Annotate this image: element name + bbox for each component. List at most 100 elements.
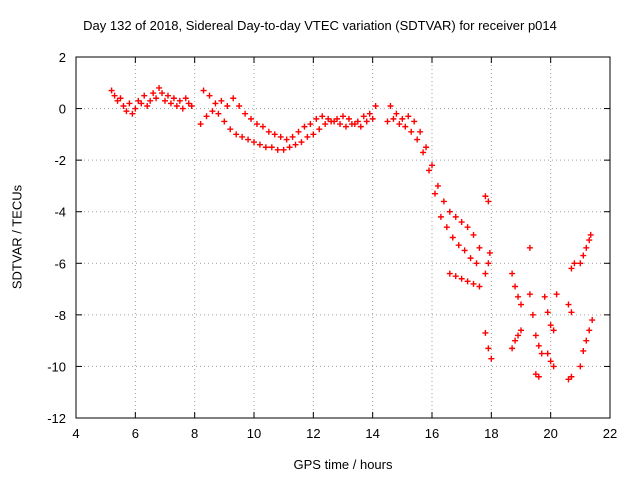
data-point [526, 291, 533, 298]
data-point [553, 291, 560, 298]
data-point [259, 123, 266, 130]
plot-area [75, 56, 611, 419]
data-point [328, 118, 335, 125]
data-point [541, 293, 548, 300]
data-point [583, 337, 590, 344]
data-point [153, 95, 160, 102]
data-point [509, 270, 516, 277]
data-point [200, 87, 207, 94]
data-point [342, 123, 349, 130]
data-point [535, 342, 542, 349]
data-markers [108, 84, 596, 383]
data-point [224, 102, 231, 109]
data-point [476, 283, 483, 290]
data-point [568, 373, 575, 380]
data-point [473, 260, 480, 267]
data-point [577, 363, 584, 370]
data-point [485, 260, 492, 267]
data-point [209, 108, 216, 115]
data-point [170, 95, 177, 102]
y-tick-label: -12 [47, 411, 66, 426]
data-point [408, 128, 415, 135]
data-point [248, 115, 255, 122]
data-point [120, 102, 127, 109]
data-point [280, 146, 287, 153]
series-arc-early [108, 84, 195, 117]
data-point [464, 278, 471, 285]
data-point [532, 332, 539, 339]
data-point [301, 123, 308, 130]
data-point [458, 275, 465, 282]
data-point [452, 273, 459, 280]
data-point [470, 231, 477, 238]
x-tick-label: 10 [247, 426, 261, 441]
data-point [426, 167, 433, 174]
series-arc-drop-c [446, 249, 493, 290]
data-point [357, 123, 364, 130]
data-point [218, 97, 225, 104]
y-axis-label: SDTVAR / TECUs [9, 184, 25, 290]
data-point [319, 113, 326, 120]
data-point [271, 131, 278, 138]
data-point [117, 95, 124, 102]
data-point [340, 113, 346, 120]
data-point [337, 121, 344, 128]
data-point [547, 322, 554, 329]
data-point [429, 162, 435, 169]
y-tick-label: 0 [59, 102, 66, 117]
data-point [345, 115, 352, 122]
data-point [274, 146, 281, 153]
series-arc-mid-lower [197, 108, 376, 153]
data-point [544, 309, 551, 316]
data-point [162, 97, 168, 104]
data-point [423, 144, 430, 151]
data-point [512, 337, 519, 344]
data-point [230, 95, 237, 102]
series-arc-mid-upper [200, 87, 379, 143]
data-point [123, 108, 130, 115]
data-point [164, 92, 171, 99]
data-point [372, 102, 379, 109]
data-point [449, 234, 456, 241]
x-tick-label: 6 [132, 426, 139, 441]
data-point [298, 139, 305, 146]
y-tick-label: -10 [47, 359, 66, 374]
data-point [366, 110, 373, 117]
data-point [242, 110, 249, 117]
data-point [289, 133, 296, 140]
data-point [396, 121, 403, 128]
data-point [571, 260, 578, 267]
data-point [550, 363, 557, 370]
data-point [405, 113, 412, 120]
data-point [167, 100, 174, 107]
data-point [304, 133, 311, 140]
data-point [126, 100, 133, 107]
data-point [565, 301, 572, 308]
data-point [212, 100, 219, 107]
data-point [586, 327, 593, 334]
data-point [455, 242, 462, 249]
x-tick-label: 20 [543, 426, 557, 441]
data-point [236, 102, 243, 109]
data-point [156, 84, 163, 91]
data-point [313, 115, 320, 122]
grid-lines [76, 57, 610, 418]
x-tick-label: 8 [191, 426, 198, 441]
data-point [310, 131, 317, 138]
data-point [414, 136, 421, 143]
data-point [129, 110, 136, 117]
data-point [464, 224, 471, 231]
data-point [173, 102, 180, 109]
data-point [431, 190, 438, 197]
data-point [132, 105, 139, 112]
data-point [179, 105, 186, 112]
data-point [159, 90, 166, 97]
series-arc-drop-a [387, 102, 483, 251]
data-point [526, 244, 533, 251]
data-point [203, 113, 210, 120]
data-point [387, 102, 394, 109]
data-point [239, 133, 246, 140]
series-arc-drop-b [384, 115, 480, 267]
data-point [470, 280, 477, 287]
